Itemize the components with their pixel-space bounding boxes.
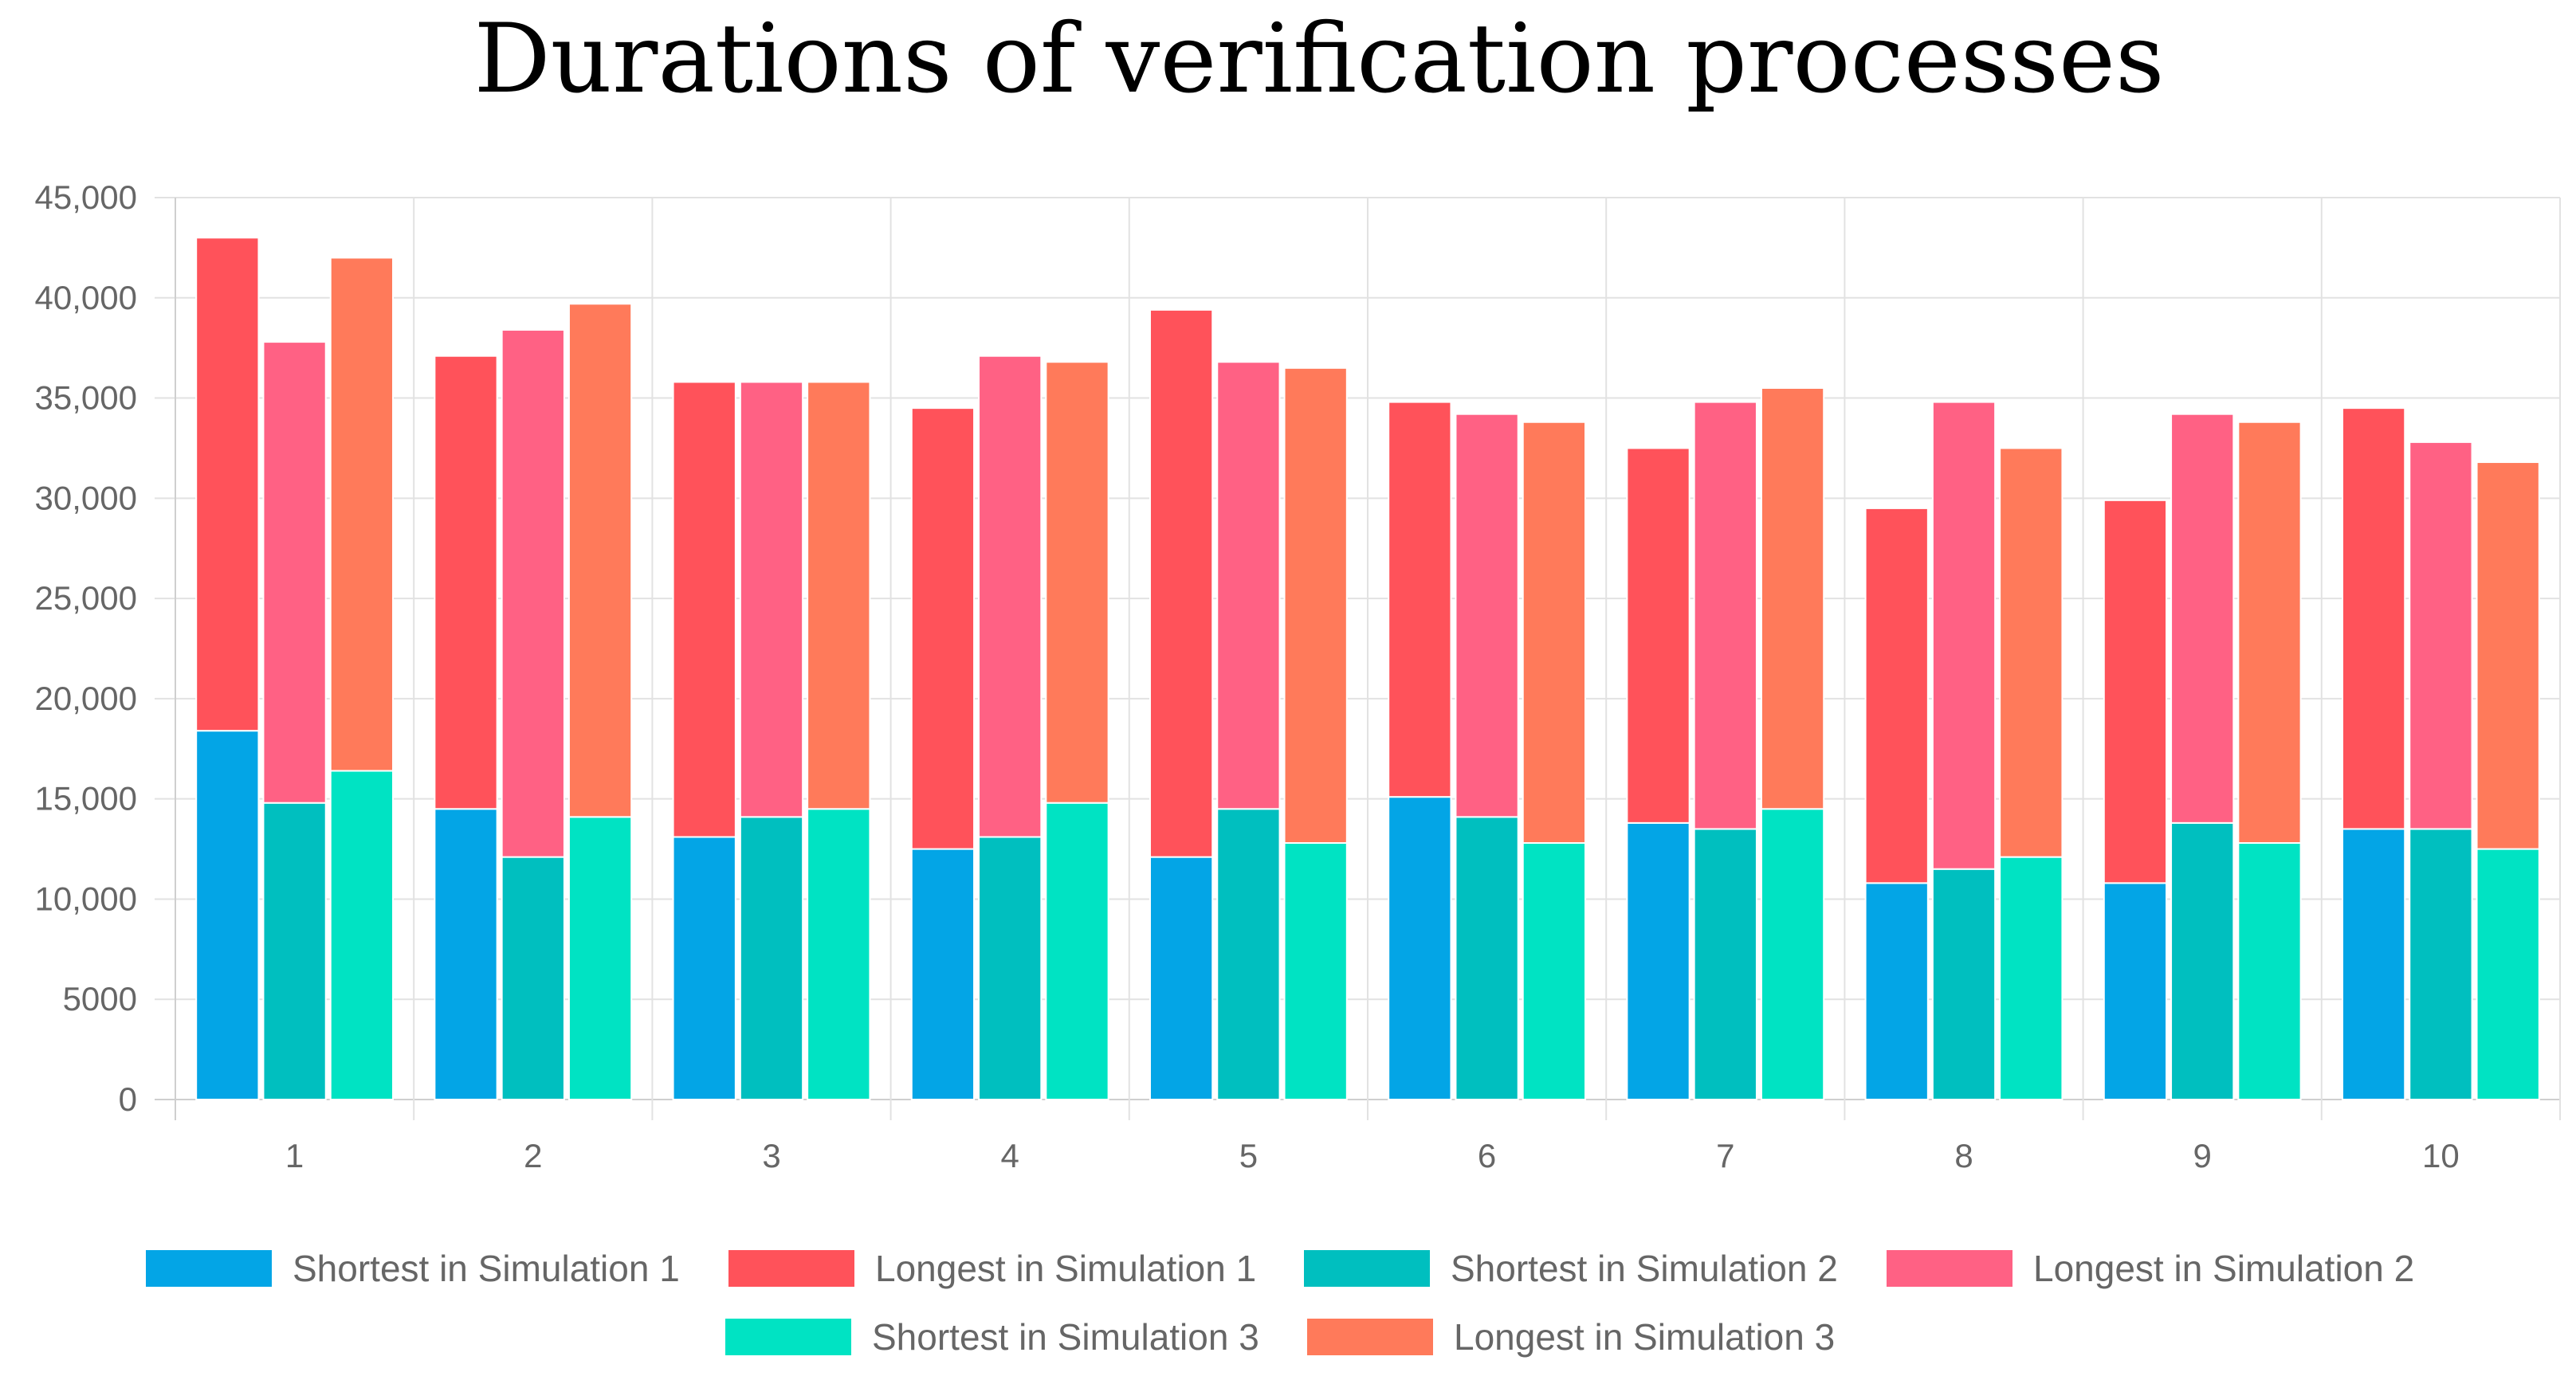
bar-longest-sim3-cat9 [2237, 421, 2302, 845]
legend: Shortest in Simulation 1 Longest in Simul… [146, 1248, 2414, 1358]
bar-longest-sim2-cat9 [2170, 413, 2235, 824]
bar-longest-sim2-cat10 [2409, 441, 2473, 830]
bar-shortest-sim3-cat2 [567, 816, 633, 1100]
y-tick-label: 35,000 [35, 379, 137, 417]
y-tick-label: 30,000 [35, 479, 137, 516]
bar-shortest-sim2-cat1 [262, 802, 327, 1100]
y-tick-label: 45,000 [35, 178, 137, 216]
x-tick-label: 4 [1001, 1137, 1019, 1174]
x-tick-label: 5 [1239, 1137, 1258, 1174]
bar-shortest-sim1-cat3 [672, 836, 736, 1101]
bars-layer [195, 237, 2540, 1101]
bar-shortest-sim1-cat4 [910, 848, 976, 1100]
bar-longest-sim1-cat7 [1626, 447, 1690, 824]
x-tick-label: 10 [2422, 1137, 2460, 1174]
x-tick-label: 1 [285, 1137, 304, 1174]
bar-shortest-sim3-cat5 [1283, 842, 1348, 1101]
x-tick-label: 9 [2193, 1137, 2212, 1174]
bar-longest-sim1-cat5 [1149, 308, 1214, 858]
y-tick-label: 5000 [63, 980, 137, 1017]
x-tick-label: 8 [1954, 1137, 1973, 1174]
bar-longest-sim3-cat7 [1760, 386, 1825, 810]
bar-longest-sim3-cat10 [2476, 461, 2540, 850]
legend-label: Longest in Simulation 2 [2033, 1248, 2414, 1289]
bar-shortest-sim1-cat8 [1864, 882, 1929, 1100]
x-tick-label: 2 [524, 1137, 542, 1174]
bar-longest-sim1-cat8 [1864, 507, 1929, 884]
legend-swatch-2 [728, 1250, 854, 1287]
bar-shortest-sim3-cat9 [2237, 842, 2302, 1101]
legend-label: Shortest in Simulation 3 [872, 1316, 1259, 1358]
bar-longest-sim2-cat4 [978, 355, 1043, 838]
bar-shortest-sim2-cat2 [501, 856, 565, 1101]
bar-longest-sim1-cat3 [672, 381, 736, 838]
bar-shortest-sim1-cat10 [2341, 828, 2406, 1101]
bar-shortest-sim1-cat2 [434, 808, 498, 1100]
bar-longest-sim3-cat4 [1045, 361, 1109, 804]
bar-longest-sim3-cat5 [1283, 367, 1348, 845]
bar-longest-sim3-cat8 [1999, 447, 2064, 858]
bar-shortest-sim1-cat6 [1388, 796, 1452, 1100]
chart-title: Durations of verification processes [473, 4, 2164, 115]
y-tick-label: 15,000 [35, 780, 137, 817]
y-tick-label: 10,000 [35, 880, 137, 917]
bar-longest-sim1-cat10 [2341, 407, 2406, 830]
bar-longest-sim1-cat6 [1388, 401, 1452, 798]
y-tick-label: 40,000 [35, 279, 137, 316]
x-tick-label: 7 [1716, 1137, 1734, 1174]
bar-shortest-sim3-cat8 [1999, 856, 2064, 1101]
y-tick-label: 25,000 [35, 579, 137, 617]
bar-shortest-sim2-cat7 [1693, 828, 1757, 1101]
legend-swatch-1 [146, 1250, 272, 1287]
bar-shortest-sim2-cat4 [978, 836, 1043, 1101]
bar-shortest-sim3-cat7 [1760, 808, 1825, 1100]
bar-longest-sim1-cat2 [434, 355, 498, 810]
bar-longest-sim3-cat2 [567, 303, 633, 818]
legend-swatch-4 [1887, 1250, 2012, 1287]
bar-shortest-sim3-cat4 [1045, 802, 1109, 1100]
bar-shortest-sim1-cat1 [195, 730, 260, 1100]
bar-longest-sim2-cat6 [1455, 413, 1519, 818]
legend-label: Longest in Simulation 3 [1454, 1316, 1835, 1358]
bar-shortest-sim2-cat8 [1931, 868, 1997, 1100]
legend-label: Shortest in Simulation 2 [1451, 1248, 1838, 1289]
y-tick-label: 20,000 [35, 680, 137, 717]
bar-shortest-sim2-cat3 [739, 816, 804, 1100]
x-tick-label: 3 [762, 1137, 780, 1174]
x-tick-label: 6 [1478, 1137, 1496, 1174]
bar-longest-sim2-cat3 [739, 381, 804, 818]
bar-shortest-sim2-cat10 [2409, 828, 2473, 1101]
bar-longest-sim1-cat4 [910, 407, 976, 850]
bar-longest-sim2-cat1 [262, 341, 327, 804]
bar-shortest-sim3-cat1 [329, 770, 395, 1101]
bar-shortest-sim3-cat10 [2476, 848, 2540, 1100]
bar-longest-sim2-cat2 [501, 329, 565, 858]
bar-shortest-sim2-cat6 [1455, 816, 1519, 1100]
axis-layer: 0 5000 10,000 15,000 20,000 25,000 30,000 35,00… [35, 178, 2460, 1174]
bar-shortest-sim1-cat5 [1149, 856, 1214, 1101]
bar-longest-sim2-cat7 [1693, 401, 1757, 830]
legend-swatch-6 [1307, 1319, 1433, 1355]
bar-shortest-sim2-cat5 [1216, 808, 1281, 1100]
bar-longest-sim3-cat1 [329, 257, 395, 772]
bar-longest-sim3-cat6 [1522, 421, 1587, 845]
bar-longest-sim1-cat1 [195, 237, 260, 732]
bar-longest-sim2-cat8 [1931, 401, 1997, 870]
bar-shortest-sim3-cat3 [807, 808, 871, 1100]
bar-shortest-sim1-cat7 [1626, 821, 1690, 1101]
legend-swatch-3 [1304, 1250, 1430, 1287]
y-tick-label: 0 [119, 1080, 137, 1118]
bar-shortest-sim1-cat9 [2103, 882, 2168, 1100]
legend-label: Longest in Simulation 1 [875, 1248, 1256, 1289]
bar-longest-sim2-cat5 [1216, 361, 1281, 810]
legend-label: Shortest in Simulation 1 [293, 1248, 680, 1289]
bar-shortest-sim2-cat9 [2170, 821, 2235, 1101]
bar-longest-sim3-cat3 [807, 381, 871, 810]
bar-longest-sim1-cat9 [2103, 499, 2168, 884]
bar-shortest-sim3-cat6 [1522, 842, 1587, 1101]
legend-swatch-5 [725, 1319, 851, 1355]
